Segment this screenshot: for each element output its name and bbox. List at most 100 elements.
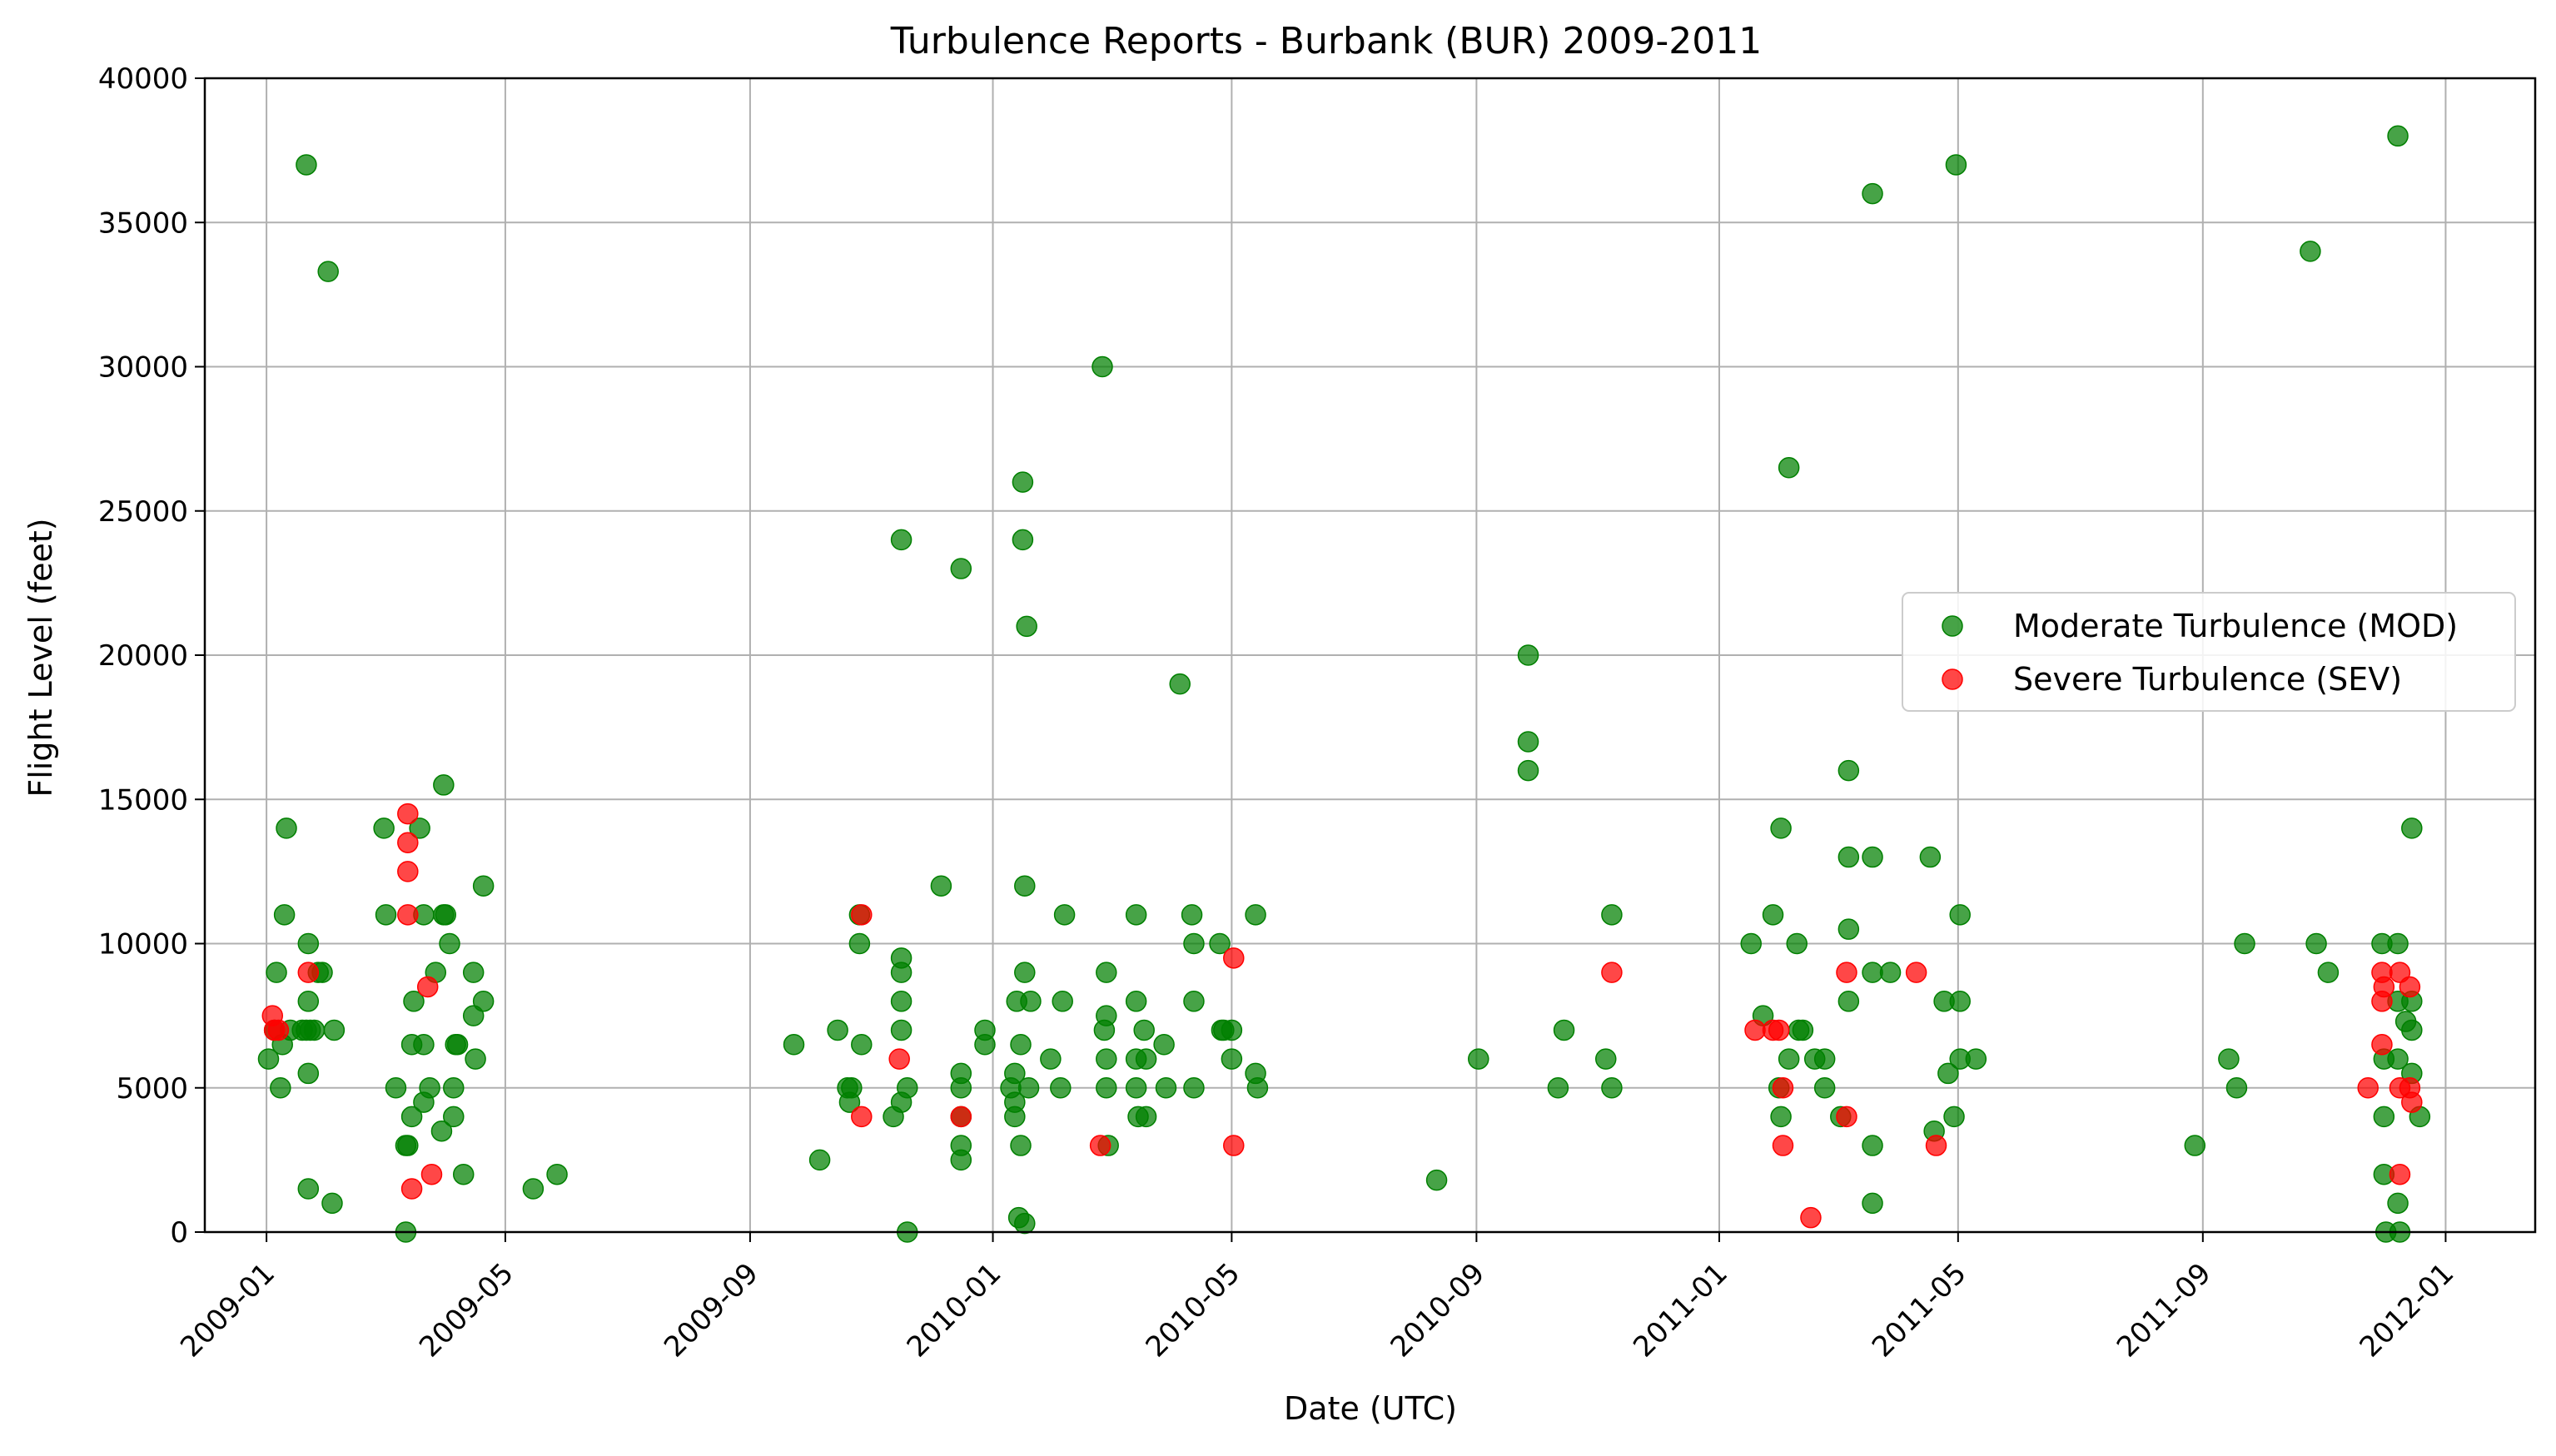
moderate-turbulence-point: [1786, 932, 1808, 955]
moderate-turbulence-point: [1770, 817, 1792, 839]
severe-turbulence-point: [267, 1019, 290, 1041]
moderate-turbulence-point: [1778, 457, 1800, 479]
moderate-turbulence-point: [385, 1077, 407, 1099]
moderate-turbulence-point: [323, 1019, 346, 1041]
moderate-turbulence-point: [1014, 962, 1036, 983]
moderate-turbulence-point: [1221, 1019, 1243, 1041]
moderate-turbulence-point: [1012, 471, 1034, 493]
moderate-turbulence-point: [273, 904, 296, 926]
moderate-turbulence-point: [1792, 1019, 1814, 1041]
moderate-turbulence-point: [1601, 904, 1623, 926]
moderate-turbulence-point: [1246, 1077, 1269, 1099]
moderate-turbulence-point: [897, 1077, 918, 1099]
moderate-turbulence-point: [409, 817, 430, 839]
moderate-turbulence-point: [950, 558, 972, 579]
moderate-turbulence-point: [522, 1178, 545, 1200]
moderate-turbulence-point: [419, 1077, 440, 1099]
moderate-turbulence-point: [433, 774, 455, 796]
severe-turbulence-point: [1905, 962, 1927, 983]
moderate-turbulence-point: [452, 1163, 475, 1185]
legend-label-severe: Severe Turbulence (SEV): [2013, 661, 2402, 698]
moderate-turbulence-point: [413, 1034, 435, 1056]
moderate-turbulence-point: [373, 817, 395, 839]
y-axis-label: Flight Level (feet): [22, 518, 59, 797]
moderate-turbulence-point: [1155, 1077, 1177, 1099]
moderate-turbulence-point: [1862, 962, 1883, 983]
moderate-turbulence-point: [276, 817, 297, 839]
moderate-turbulence-point: [1778, 1048, 1800, 1070]
moderate-turbulence-point: [1052, 991, 1073, 1012]
moderate-turbulence-point: [2373, 1106, 2395, 1128]
legend-marker-severe: [1942, 668, 1963, 690]
moderate-turbulence-point: [1096, 1077, 1117, 1099]
severe-turbulence-point: [1601, 962, 1623, 983]
moderate-turbulence-point: [546, 1163, 568, 1185]
moderate-turbulence-point: [1553, 1019, 1575, 1041]
severe-turbulence-point: [2401, 1091, 2423, 1113]
moderate-turbulence-point: [1020, 991, 1042, 1012]
moderate-turbulence-point: [403, 991, 425, 1012]
severe-turbulence-point: [950, 1106, 972, 1128]
moderate-turbulence-point: [1245, 904, 1266, 926]
moderate-turbulence-point: [270, 1077, 291, 1099]
moderate-turbulence-point: [296, 154, 317, 176]
y-tick-label: 20000: [98, 639, 188, 673]
y-tick-label: 40000: [98, 62, 188, 96]
moderate-turbulence-point: [317, 261, 339, 282]
moderate-turbulence-point: [397, 1135, 419, 1156]
severe-turbulence-point: [2399, 976, 2421, 998]
moderate-turbulence-point: [297, 991, 320, 1012]
severe-turbulence-point: [420, 1163, 443, 1185]
moderate-turbulence-point: [1004, 1106, 1026, 1128]
moderate-turbulence-point: [1014, 875, 1036, 897]
moderate-turbulence-point: [465, 1048, 486, 1070]
severe-turbulence-point: [416, 976, 439, 998]
moderate-turbulence-point: [827, 1019, 848, 1041]
severe-turbulence-point: [1800, 1206, 1822, 1229]
moderate-turbulence-point: [1862, 182, 1883, 205]
moderate-turbulence-point: [1017, 1077, 1040, 1099]
moderate-turbulence-point: [303, 1019, 326, 1041]
severe-turbulence-point: [397, 832, 419, 853]
moderate-turbulence-point: [1221, 1048, 1243, 1070]
severe-turbulence-point: [2371, 1034, 2393, 1056]
moderate-turbulence-point: [2401, 817, 2423, 839]
moderate-turbulence-point: [1594, 1048, 1617, 1070]
moderate-turbulence-point: [1125, 991, 1147, 1012]
y-tick-label: 35000: [98, 206, 188, 240]
moderate-turbulence-point: [930, 875, 952, 897]
moderate-turbulence-point: [1012, 529, 1034, 551]
moderate-turbulence-point: [1053, 904, 1076, 926]
moderate-turbulence-point: [1517, 731, 1539, 753]
y-tick-label: 10000: [98, 928, 188, 962]
moderate-turbulence-point: [435, 904, 456, 926]
moderate-turbulence-point: [1762, 904, 1784, 926]
moderate-turbulence-point: [890, 529, 913, 551]
severe-turbulence-point: [1223, 1135, 1245, 1156]
moderate-turbulence-point: [439, 932, 460, 955]
moderate-turbulence-point: [297, 932, 320, 955]
moderate-turbulence-point: [1096, 1048, 1117, 1070]
moderate-turbulence-point: [1125, 904, 1147, 926]
severe-turbulence-point: [851, 1106, 873, 1128]
moderate-turbulence-point: [890, 991, 913, 1012]
x-axis-label: Date (UTC): [1284, 1390, 1457, 1427]
moderate-turbulence-point: [1425, 1169, 1448, 1191]
moderate-turbulence-point: [297, 1178, 320, 1200]
severe-turbulence-point: [1744, 1019, 1766, 1041]
moderate-turbulence-point: [266, 962, 287, 983]
moderate-turbulence-point: [1949, 904, 1971, 926]
data-points: [257, 125, 2431, 1243]
moderate-turbulence-point: [1837, 991, 1860, 1012]
moderate-turbulence-point: [848, 932, 871, 955]
moderate-turbulence-point: [321, 1192, 343, 1215]
moderate-turbulence-point: [2317, 962, 2340, 983]
moderate-turbulence-point: [1468, 1048, 1489, 1070]
moderate-turbulence-point: [443, 1106, 465, 1128]
y-tick-label: 15000: [98, 783, 188, 817]
moderate-turbulence-point: [950, 1149, 972, 1171]
moderate-turbulence-point: [1601, 1077, 1623, 1099]
moderate-turbulence-point: [1837, 846, 1860, 868]
moderate-turbulence-point: [443, 1077, 465, 1099]
legend-box: [1902, 592, 2516, 712]
